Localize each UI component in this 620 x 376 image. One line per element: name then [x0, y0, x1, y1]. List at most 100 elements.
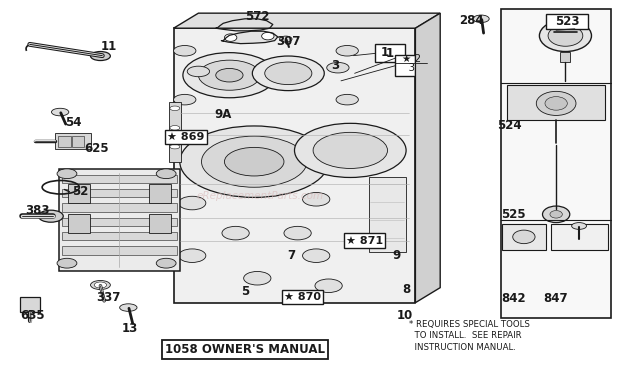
Ellipse shape [94, 282, 107, 288]
Text: 5: 5 [241, 285, 249, 298]
Text: 572: 572 [245, 11, 270, 23]
Text: 8: 8 [402, 283, 410, 296]
Ellipse shape [315, 279, 342, 293]
Polygon shape [216, 19, 273, 31]
Bar [174, 28, 415, 303]
Circle shape [262, 32, 274, 40]
Text: 3: 3 [330, 59, 339, 72]
Ellipse shape [183, 53, 276, 98]
Bar [68, 214, 90, 233]
Text: 284: 284 [459, 14, 484, 27]
Text: 842: 842 [501, 293, 526, 305]
Text: 1: 1 [380, 46, 389, 59]
Text: 847: 847 [543, 293, 568, 305]
Ellipse shape [303, 249, 330, 262]
Ellipse shape [198, 60, 260, 90]
Circle shape [513, 230, 535, 244]
Circle shape [542, 206, 570, 223]
Bar [551, 224, 608, 250]
Text: eReplacementParts.com: eReplacementParts.com [197, 191, 324, 200]
Ellipse shape [38, 210, 63, 222]
Bar [149, 184, 170, 203]
Text: 11: 11 [100, 41, 117, 53]
Text: 524: 524 [497, 120, 522, 132]
Ellipse shape [216, 68, 243, 82]
Circle shape [548, 25, 583, 46]
Bar [55, 133, 91, 149]
Text: 9: 9 [392, 249, 401, 262]
Ellipse shape [174, 94, 196, 105]
Bar [62, 189, 177, 197]
Ellipse shape [170, 106, 180, 111]
Ellipse shape [170, 144, 180, 149]
Polygon shape [174, 13, 440, 28]
Text: 635: 635 [20, 309, 45, 322]
Text: 1: 1 [386, 47, 394, 60]
Text: 525: 525 [501, 208, 526, 221]
Text: 307: 307 [276, 35, 301, 48]
Ellipse shape [336, 45, 358, 56]
Bar [507, 85, 605, 120]
Bar [20, 297, 40, 312]
Bar [502, 224, 546, 250]
Ellipse shape [265, 62, 312, 85]
Ellipse shape [91, 52, 110, 61]
Text: ★ 2: ★ 2 [402, 55, 421, 64]
Bar [169, 102, 181, 162]
Ellipse shape [303, 193, 330, 206]
Ellipse shape [294, 123, 406, 177]
Ellipse shape [57, 258, 77, 268]
Bar [59, 169, 180, 271]
Bar [62, 246, 177, 255]
Ellipse shape [222, 226, 249, 240]
Ellipse shape [156, 258, 176, 268]
Ellipse shape [244, 271, 271, 285]
Text: 9A: 9A [215, 108, 232, 121]
Ellipse shape [51, 108, 69, 116]
Ellipse shape [91, 280, 110, 290]
Text: 52: 52 [73, 185, 89, 198]
Ellipse shape [174, 45, 196, 56]
Ellipse shape [57, 169, 77, 179]
Polygon shape [221, 31, 278, 44]
Ellipse shape [202, 136, 307, 187]
Bar [58, 136, 71, 147]
Text: 54: 54 [65, 116, 81, 129]
Text: * REQUIRES SPECIAL TOOLS
  TO INSTALL.  SEE REPAIR
  INSTRUCTION MANUAL.: * REQUIRES SPECIAL TOOLS TO INSTALL. SEE… [409, 320, 530, 352]
Bar [62, 203, 177, 212]
Ellipse shape [187, 66, 210, 77]
Ellipse shape [572, 223, 587, 229]
Bar [395, 55, 427, 76]
Text: 337: 337 [96, 291, 121, 303]
Bar [375, 44, 405, 62]
Text: 383: 383 [25, 204, 50, 217]
Bar [62, 175, 177, 183]
Text: ★ 869: ★ 869 [167, 132, 205, 142]
Bar [369, 177, 406, 252]
Ellipse shape [224, 147, 284, 176]
Text: 7: 7 [287, 249, 296, 262]
Ellipse shape [473, 15, 489, 23]
Bar [546, 14, 588, 29]
Ellipse shape [280, 36, 292, 42]
Text: 10: 10 [397, 309, 413, 322]
Ellipse shape [313, 132, 388, 168]
Circle shape [536, 91, 576, 115]
Circle shape [224, 34, 237, 41]
Text: 625: 625 [84, 142, 108, 155]
Ellipse shape [156, 169, 176, 179]
Ellipse shape [170, 126, 180, 130]
Circle shape [550, 211, 562, 218]
Circle shape [255, 20, 268, 27]
Ellipse shape [336, 94, 358, 105]
Bar [501, 9, 611, 318]
Ellipse shape [179, 249, 206, 262]
Ellipse shape [180, 126, 329, 197]
Bar [560, 52, 570, 62]
Text: 1058 OWNER'S MANUAL: 1058 OWNER'S MANUAL [165, 343, 325, 356]
Ellipse shape [252, 56, 324, 91]
Bar [62, 232, 177, 240]
Circle shape [545, 97, 567, 110]
Bar [62, 218, 177, 226]
Polygon shape [415, 13, 440, 303]
